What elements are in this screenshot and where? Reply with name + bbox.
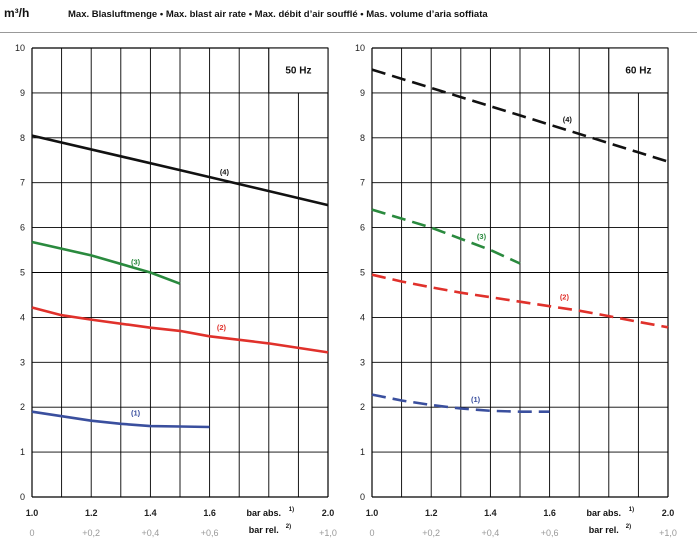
y-tick-label: 3: [20, 357, 25, 367]
x-tick-label-rel: +1,0: [319, 528, 337, 538]
x-axis-label-abs-superscript: 1): [289, 507, 294, 513]
x-axis-label-abs: bar abs.: [587, 508, 622, 518]
y-unit-label: m³/h: [4, 6, 30, 20]
x-tick-label-abs: 2.0: [322, 508, 335, 518]
x-axis-label-rel: bar rel.: [589, 525, 619, 535]
y-tick-label: 5: [360, 268, 365, 278]
x-tick-label-abs: 1.6: [543, 508, 556, 518]
x-tick-label-rel: 0: [29, 528, 34, 538]
x-tick-label-abs: 1.0: [366, 508, 379, 518]
frequency-label: 60 Hz: [625, 65, 651, 76]
series-line-4: [31, 134, 329, 207]
series-line-2: [31, 306, 329, 354]
series-label-1: (1): [471, 395, 481, 404]
series-line-2: [371, 273, 669, 329]
x-axis-label-rel-superscript: 2): [626, 524, 631, 530]
series-label-3: (3): [477, 232, 487, 241]
x-tick-label-abs: 1.2: [85, 508, 98, 518]
series-label-4: (4): [220, 168, 230, 177]
y-tick-label: 9: [360, 88, 365, 98]
x-axis-label-abs: bar abs.: [247, 508, 282, 518]
chart-panel-0: 0 1 2 3 4 5 6 7 8 9 10 50 Hz 1.0 1.2 1.4 1.6 2.0 0 +0,2 +0,…: [15, 43, 337, 538]
series-label-4: (4): [563, 115, 573, 124]
y-tick-label: 8: [20, 133, 25, 143]
y-tick-label: 6: [20, 223, 25, 233]
y-tick-label: 10: [355, 43, 365, 53]
series-line-3: [31, 240, 181, 285]
x-axis-label-rel-superscript: 2): [286, 524, 291, 530]
x-tick-label-abs: 1.0: [26, 508, 39, 518]
y-tick-label: 7: [20, 178, 25, 188]
x-tick-label-abs: 1.4: [144, 508, 157, 518]
x-tick-label-rel: +0,2: [82, 528, 100, 538]
y-tick-label: 0: [360, 492, 365, 502]
y-tick-label: 4: [20, 312, 25, 322]
y-tick-label: 1: [20, 447, 25, 457]
series-line-4: [371, 68, 669, 163]
x-tick-label-abs: 1.2: [425, 508, 438, 518]
x-tick-label-rel: 0: [369, 528, 374, 538]
series-label-2: (2): [217, 323, 227, 332]
series-line-1: [371, 393, 550, 414]
frequency-box: [608, 47, 669, 94]
x-axis-label-rel: bar rel.: [249, 525, 279, 535]
y-tick-label: 4: [360, 312, 365, 322]
y-tick-label: 2: [20, 402, 25, 412]
y-tick-label: 2: [360, 402, 365, 412]
chart-title: Max. Blasluftmenge • Max. blast air rate…: [68, 9, 488, 20]
x-tick-label-rel: +0,6: [541, 528, 559, 538]
series-label-3: (3): [131, 257, 141, 266]
y-tick-label: 10: [15, 43, 25, 53]
y-tick-label: 9: [20, 88, 25, 98]
y-tick-label: 7: [360, 178, 365, 188]
y-tick-label: 0: [20, 492, 25, 502]
x-tick-label-rel: +0,6: [201, 528, 219, 538]
x-tick-label-abs: 1.6: [203, 508, 216, 518]
series-label-1: (1): [131, 408, 141, 417]
frequency-box: [268, 47, 329, 94]
series-line-3: [371, 208, 521, 265]
header-divider: [0, 32, 697, 33]
y-tick-label: 3: [360, 357, 365, 367]
y-tick-label: 5: [20, 268, 25, 278]
x-tick-label-rel: +0,4: [482, 528, 500, 538]
x-tick-label-rel: +0,4: [142, 528, 160, 538]
x-tick-label-abs: 2.0: [662, 508, 675, 518]
x-axis-label-abs-superscript: 1): [629, 507, 634, 513]
series-label-2: (2): [560, 292, 570, 301]
y-tick-label: 8: [360, 133, 365, 143]
frequency-label: 50 Hz: [285, 65, 311, 76]
x-tick-label-abs: 1.4: [484, 508, 497, 518]
y-tick-label: 1: [360, 447, 365, 457]
x-tick-label-rel: +0,2: [422, 528, 440, 538]
chart-panel-1: 0 1 2 3 4 5 6 7 8 9 10 60 Hz 1.0 1.2 1.4 1.6 2.0 0 +0,2 +0,…: [355, 43, 677, 538]
y-tick-label: 6: [360, 223, 365, 233]
x-tick-label-rel: +1,0: [659, 528, 677, 538]
series-line-1: [31, 410, 210, 429]
